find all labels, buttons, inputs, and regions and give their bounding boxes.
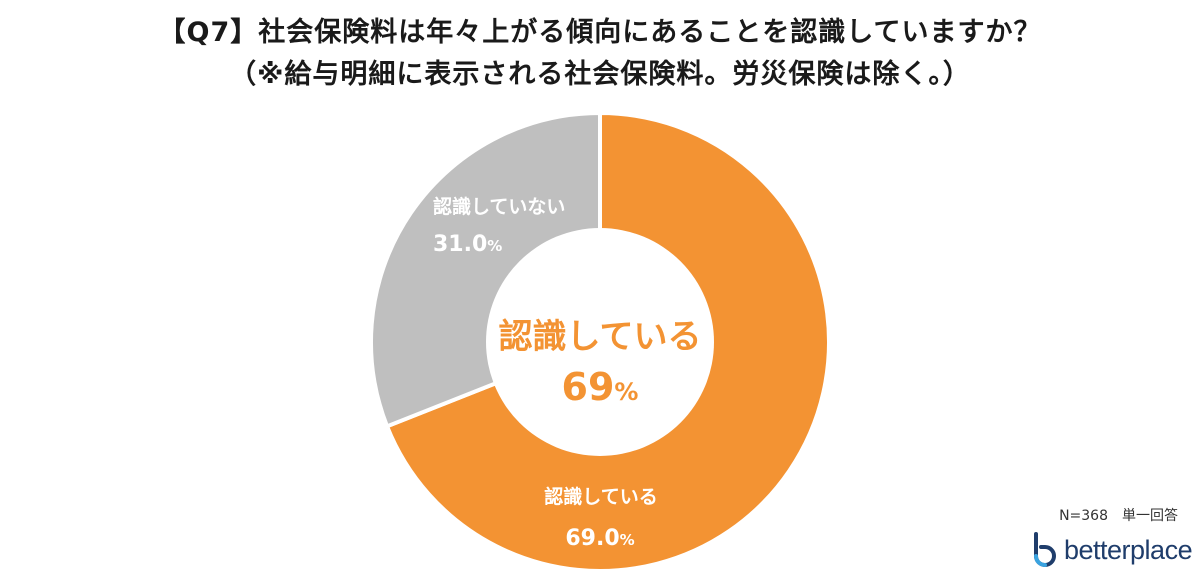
brand-logo-text: betterplace (1064, 534, 1193, 565)
center-value: 69% (562, 365, 639, 409)
chart-title-line-2: （※給与明細に表示される社会保険料。労災保険は除く。） (229, 59, 971, 90)
slice-value-aware: 69.0% (565, 526, 634, 551)
slice-value-aware-number: 69.0 (565, 526, 619, 551)
slice-value-unaware: 31.0% (433, 232, 502, 257)
betterplace-logo-icon (1034, 532, 1056, 567)
donut-hole (486, 228, 714, 456)
center-value-unit: % (614, 378, 638, 406)
slice-value-aware-unit: % (620, 531, 635, 549)
slice-value-unaware-unit: % (487, 237, 502, 255)
center-value-number: 69 (562, 365, 615, 409)
center-label: 認識している (499, 317, 702, 357)
brand-logo: betterplace (1030, 530, 1193, 570)
slice-value-unaware-number: 31.0 (433, 232, 487, 257)
sample-size-note: N=368 単一回答 (1059, 508, 1178, 524)
slice-label-aware: 認識している (544, 485, 657, 508)
slice-label-unaware: 認識していない (433, 195, 565, 218)
chart-title-line-1: 【Q7】社会保険料は年々上がる傾向にあることを認識していますか？ (158, 17, 1042, 48)
